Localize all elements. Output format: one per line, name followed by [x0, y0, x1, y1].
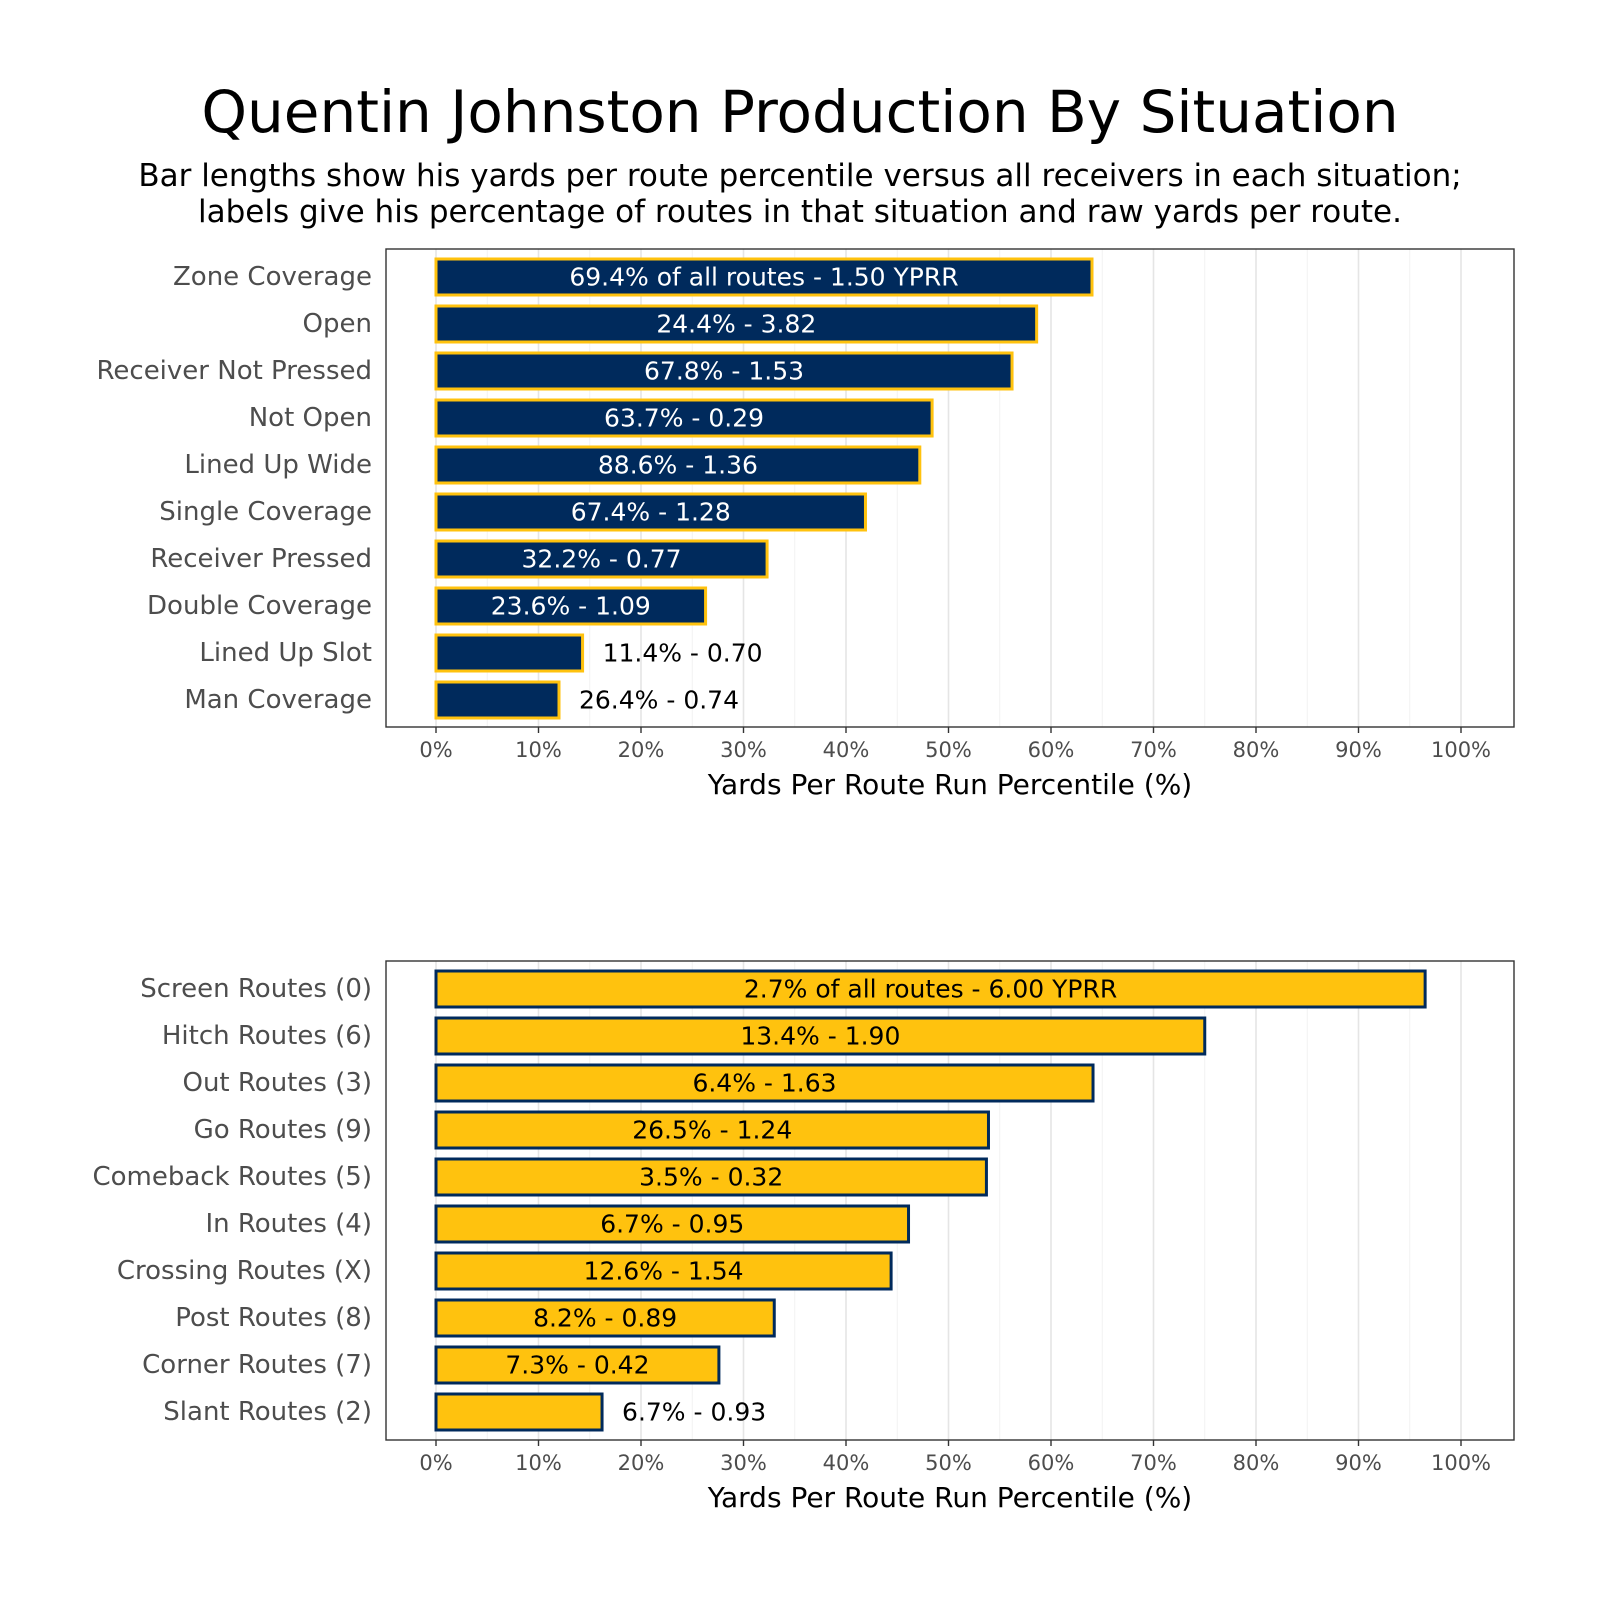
chart-subtitle-line-1: Bar lengths show his yards per route per…	[138, 158, 1462, 194]
x-tick-label: 60%	[1028, 1451, 1075, 1475]
bar-value-label: 13.4% - 1.90	[740, 1022, 900, 1051]
bar	[434, 257, 1094, 297]
panel-border	[385, 960, 1515, 1441]
chart-subtitle-line-2: labels give his percentage of routes in …	[198, 194, 1402, 230]
category-label: Corner Routes (7)	[142, 1350, 372, 1380]
x-tick-label: 60%	[1028, 738, 1075, 762]
x-tick-label: 0%	[419, 1451, 452, 1475]
category-label: Man Coverage	[184, 685, 372, 715]
x-tick-label: 20%	[618, 738, 665, 762]
bar-value-label: 63.7% - 0.29	[604, 404, 764, 433]
category-label: Zone Coverage	[173, 262, 372, 292]
bar-value-label: 11.4% - 0.70	[603, 639, 763, 668]
category-label: Comeback Routes (5)	[92, 1162, 372, 1192]
bar	[434, 398, 934, 438]
bar-value-label: 67.4% - 1.28	[571, 498, 731, 527]
bar-value-label: 8.2% - 0.89	[533, 1304, 677, 1333]
bar	[434, 445, 922, 485]
bar-value-label: 6.4% - 1.63	[692, 1069, 836, 1098]
bar-value-label: 7.3% - 0.42	[505, 1351, 649, 1380]
category-label: Screen Routes (0)	[140, 974, 372, 1004]
bar-value-label: 32.2% - 0.77	[522, 545, 682, 574]
category-label: In Routes (4)	[205, 1209, 372, 1239]
bar-value-label: 23.6% - 1.09	[491, 592, 651, 621]
category-label: Lined Up Wide	[184, 450, 372, 480]
x-tick-label: 10%	[515, 738, 562, 762]
category-label: Post Routes (8)	[175, 1303, 372, 1333]
category-label: Slant Routes (2)	[163, 1397, 372, 1427]
x-tick-label: 30%	[720, 1451, 767, 1475]
bar	[434, 492, 867, 532]
panel-border	[385, 248, 1515, 728]
x-tick-label: 30%	[720, 738, 767, 762]
bar	[434, 351, 1014, 391]
x-tick-label: 40%	[823, 1451, 870, 1475]
x-tick-label: 80%	[1233, 738, 1280, 762]
x-tick-label: 90%	[1335, 1451, 1382, 1475]
category-label: Go Routes (9)	[194, 1115, 372, 1145]
bar	[434, 1157, 988, 1197]
bar	[434, 539, 769, 579]
category-label: Out Routes (3)	[182, 1068, 372, 1098]
category-label: Lined Up Slot	[199, 638, 372, 668]
bar-value-label: 67.8% - 1.53	[644, 357, 804, 386]
category-label: Receiver Not Pressed	[97, 356, 373, 386]
category-label: Not Open	[249, 403, 372, 433]
x-tick-label: 70%	[1130, 1451, 1177, 1475]
bar-value-label: 12.6% - 1.54	[584, 1257, 744, 1286]
bar-value-label: 26.4% - 0.74	[579, 686, 739, 715]
chart-panel-1: Zone Coverage 69.4% of all routes - 1.50 …	[97, 248, 1515, 801]
x-axis-title: Yards Per Route Run Percentile (%)	[707, 768, 1192, 801]
x-tick-label: 50%	[925, 1451, 972, 1475]
bar	[434, 586, 708, 626]
bar	[434, 1298, 776, 1338]
bar	[434, 969, 1427, 1009]
chart-title: Quentin Johnston Production By Situation	[201, 78, 1399, 146]
bar-value-label: 6.7% - 0.95	[600, 1210, 744, 1239]
bar-value-label: 6.7% - 0.93	[622, 1398, 766, 1427]
bar	[434, 1204, 911, 1244]
bar-value-label: 88.6% - 1.36	[598, 451, 758, 480]
category-label: Double Coverage	[147, 591, 372, 621]
bar	[434, 680, 561, 720]
x-tick-label: 70%	[1130, 738, 1177, 762]
category-label: Single Coverage	[159, 497, 372, 527]
x-tick-label: 90%	[1335, 738, 1382, 762]
x-tick-label: 20%	[618, 1451, 665, 1475]
bar	[434, 1016, 1207, 1056]
bar	[434, 1392, 604, 1432]
category-label: Receiver Pressed	[150, 544, 372, 574]
x-axis-title: Yards Per Route Run Percentile (%)	[707, 1481, 1192, 1514]
x-tick-label: 40%	[823, 738, 870, 762]
x-tick-label: 0%	[419, 738, 452, 762]
category-label: Hitch Routes (6)	[162, 1021, 372, 1051]
x-tick-label: 100%	[1431, 1451, 1491, 1475]
x-tick-label: 100%	[1431, 738, 1491, 762]
x-tick-label: 10%	[515, 1451, 562, 1475]
category-label: Open	[303, 309, 372, 339]
x-tick-label: 80%	[1233, 1451, 1280, 1475]
chart-panel-2: Screen Routes (0) 2.7% of all routes - 6.…	[92, 960, 1515, 1514]
bar	[434, 304, 1039, 344]
bar	[434, 1110, 990, 1150]
bar	[434, 633, 585, 673]
bar	[434, 1251, 893, 1291]
bar-value-label: 26.5% - 1.24	[632, 1116, 792, 1145]
bar-value-label: 3.5% - 0.32	[639, 1163, 783, 1192]
bar	[434, 1063, 1095, 1103]
category-label: Crossing Routes (X)	[117, 1256, 372, 1286]
bar-value-label: 24.4% - 3.82	[656, 310, 816, 339]
bar-value-label: 2.7% of all routes - 6.00 YPRR	[744, 975, 1117, 1004]
bar	[434, 1345, 721, 1385]
x-tick-label: 50%	[925, 738, 972, 762]
bar-value-label: 69.4% of all routes - 1.50 YPRR	[569, 263, 958, 292]
